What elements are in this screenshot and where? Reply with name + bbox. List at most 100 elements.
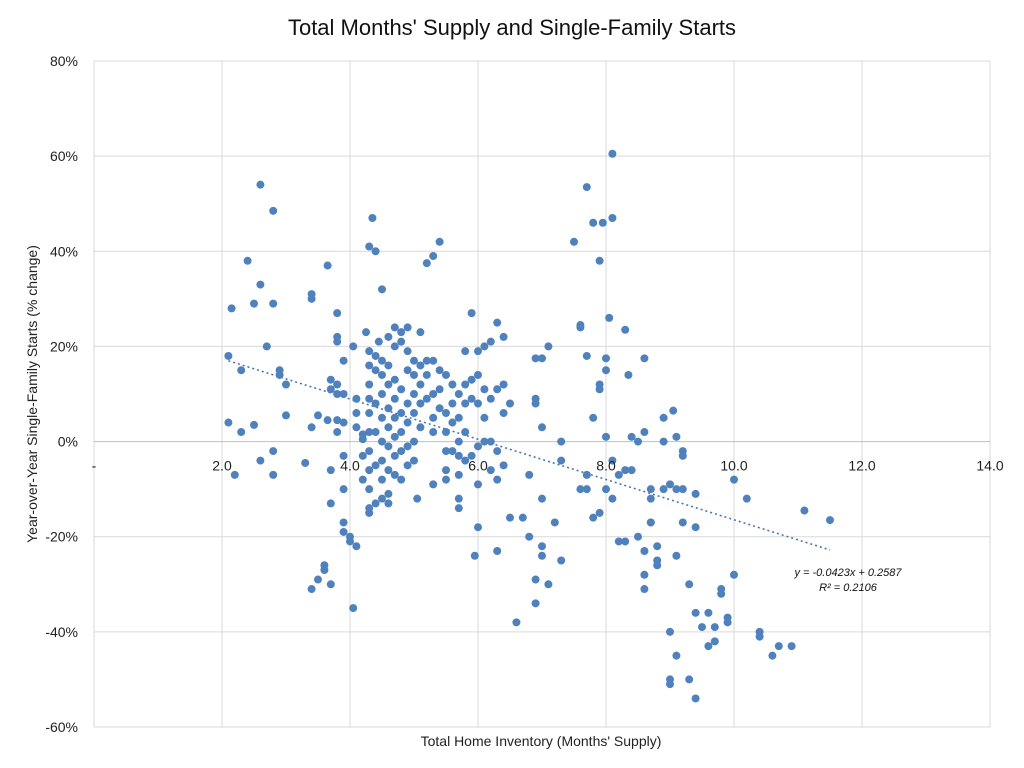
data-point (339, 518, 348, 527)
data-point (326, 385, 335, 394)
data-point (397, 475, 406, 484)
data-point (384, 442, 393, 451)
data-point (333, 416, 342, 425)
data-point (627, 432, 636, 441)
data-point (621, 466, 630, 475)
data-point (576, 485, 585, 494)
chart-title: Total Months' Supply and Single-Family S… (288, 15, 736, 40)
data-point (390, 323, 399, 332)
data-point (640, 546, 649, 555)
data-point (422, 394, 431, 403)
data-point (250, 299, 258, 308)
data-point (358, 475, 367, 484)
data-point (410, 356, 418, 365)
data-point (365, 485, 374, 494)
data-point (525, 470, 534, 479)
data-point (570, 237, 578, 246)
data-point (365, 466, 374, 475)
data-point (435, 404, 444, 413)
data-point (326, 580, 335, 589)
data-point (429, 413, 438, 422)
data-point (250, 420, 258, 429)
data-point (429, 428, 438, 437)
data-point (320, 561, 329, 570)
data-point (608, 456, 617, 465)
y-tick-label: 20% (50, 338, 78, 354)
data-point (755, 632, 764, 641)
data-point (678, 451, 687, 460)
data-point (307, 423, 316, 432)
data-point (269, 447, 278, 456)
data-point (589, 218, 598, 227)
data-point (333, 390, 342, 398)
data-point (390, 470, 399, 479)
data-point (403, 461, 412, 470)
data-point (416, 380, 425, 389)
data-point (371, 247, 380, 256)
data-point (659, 485, 668, 494)
data-point (448, 399, 457, 408)
data-point (461, 380, 470, 389)
data-point (602, 366, 610, 375)
data-point (538, 494, 546, 503)
data-point (614, 470, 623, 479)
data-point (371, 461, 380, 470)
data-point (685, 580, 694, 589)
data-point (531, 399, 540, 408)
data-point (454, 470, 463, 479)
data-point (435, 237, 444, 246)
data-point (493, 475, 502, 484)
data-point (358, 451, 367, 460)
data-point (653, 542, 662, 551)
data-point (493, 385, 502, 394)
data-point (429, 252, 438, 261)
data-point (378, 413, 386, 422)
data-point (390, 375, 399, 384)
data-point (627, 466, 636, 475)
data-point (371, 351, 380, 360)
data-point (333, 337, 342, 346)
data-point (378, 285, 386, 294)
data-point (397, 337, 406, 346)
data-point (800, 506, 809, 515)
data-point (582, 183, 591, 192)
data-point (678, 518, 687, 527)
data-point (538, 542, 546, 551)
data-point (704, 608, 713, 617)
data-point (672, 432, 681, 441)
data-point (326, 375, 335, 384)
data-point (608, 149, 617, 158)
data-point (378, 437, 386, 446)
data-point (442, 409, 450, 418)
data-point (474, 442, 482, 451)
data-point (634, 437, 642, 446)
data-point (550, 518, 559, 527)
data-point (384, 380, 393, 389)
data-point (531, 575, 540, 584)
data-point (538, 551, 546, 560)
x-tick-label: 4.0 (340, 458, 360, 474)
data-point (429, 480, 438, 489)
data-point (403, 442, 412, 451)
data-point (659, 437, 668, 446)
data-point (512, 618, 521, 627)
data-point (576, 323, 585, 332)
data-point (403, 323, 412, 332)
x-tick-label: 6.0 (468, 458, 488, 474)
x-tick-label: 2.0 (212, 458, 232, 474)
data-point (224, 418, 233, 427)
x-tick-label: 8.0 (596, 458, 616, 474)
data-point (227, 304, 236, 313)
data-point (595, 385, 604, 394)
y-tick-label: 40% (50, 243, 78, 259)
data-point (333, 309, 342, 318)
x-tick-label: - (92, 458, 97, 474)
data-point (493, 447, 502, 456)
data-point (634, 532, 642, 541)
data-point (435, 385, 444, 394)
data-point (582, 351, 591, 360)
y-tick-label: -20% (45, 529, 78, 545)
data-point (378, 390, 386, 398)
data-point (230, 470, 239, 479)
data-point (608, 213, 617, 222)
